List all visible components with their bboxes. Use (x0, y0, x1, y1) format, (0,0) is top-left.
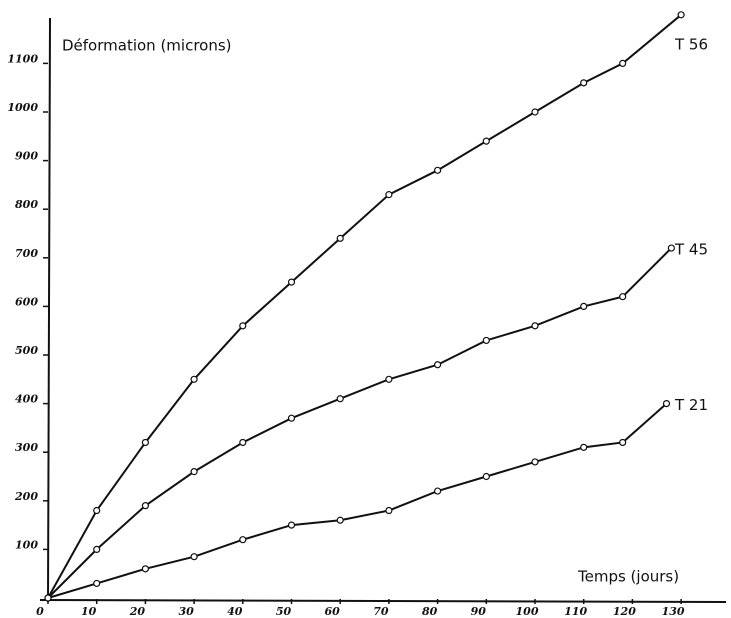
x-tick-label: 80 (422, 605, 438, 618)
series-line (47, 402, 668, 599)
series-line (47, 14, 682, 599)
data-point (44, 594, 52, 602)
y-tick-label: 500 (15, 344, 38, 357)
data-point (385, 506, 393, 515)
data-point (141, 565, 149, 573)
data-point (667, 244, 675, 252)
y-axis-label: Déformation (microns) (62, 37, 232, 55)
data-point (287, 278, 296, 286)
data-point (482, 336, 490, 345)
x-tick-label: 10 (81, 605, 97, 618)
x-tick-label: 130 (662, 605, 685, 618)
x-tick-label: 70 (373, 605, 389, 618)
y-tick-label: 600 (15, 295, 38, 308)
y-tick-label: 400 (15, 393, 38, 406)
data-point (580, 302, 588, 310)
y-tick-label: 1100 (7, 52, 38, 65)
data-point (336, 234, 344, 242)
y-tick-label: 700 (15, 247, 38, 260)
data-point (531, 108, 539, 116)
x-tick-label: 50 (276, 605, 292, 618)
data-point (93, 579, 101, 588)
data-point (385, 191, 393, 199)
series-label: T 56 (674, 36, 708, 54)
data-point (141, 438, 149, 447)
y-tick-label: 200 (14, 490, 38, 503)
data-point (287, 414, 296, 422)
data-point (580, 79, 588, 87)
x-tick-label: 110 (564, 605, 587, 618)
y-tick-label: 100 (15, 538, 38, 551)
data-point (239, 438, 247, 447)
data-point (93, 506, 101, 515)
series-label: T 21 (674, 396, 708, 414)
y-tick-label: 300 (15, 441, 38, 454)
data-point (190, 375, 198, 383)
data-point (190, 468, 198, 476)
x-tick-label: 0 (36, 605, 44, 618)
data-point (434, 487, 442, 495)
data-point (93, 545, 101, 554)
data-point (482, 472, 490, 481)
data-point (385, 375, 393, 383)
data-point (531, 458, 539, 466)
x-tick-label: 30 (178, 605, 194, 618)
data-point (434, 166, 442, 174)
x-tick-label: 20 (129, 605, 146, 618)
x-tick-label: 120 (613, 605, 636, 618)
data-point (662, 400, 671, 408)
data-point (619, 293, 627, 301)
x-tick-label: 60 (325, 605, 341, 618)
y-axis (47, 17, 51, 603)
data-point (619, 59, 627, 68)
y-tick-label: 1000 (7, 101, 38, 114)
data-point (619, 438, 627, 447)
data-point (336, 516, 344, 524)
data-point (482, 137, 490, 145)
x-tick-label: 100 (516, 605, 539, 618)
data-point (287, 521, 296, 529)
x-axis-label: Temps (jours) (577, 568, 679, 586)
data-point (531, 322, 539, 330)
x-axis (39, 599, 727, 603)
data-point (239, 322, 247, 330)
data-point (434, 361, 442, 369)
data-point (239, 536, 247, 544)
y-tick-label: 900 (15, 150, 38, 163)
series-line (47, 247, 673, 599)
y-tick-label: 800 (15, 198, 38, 211)
data-point (141, 502, 149, 510)
data-point (336, 395, 344, 403)
series-label: T 45 (674, 241, 708, 259)
data-point (677, 11, 685, 19)
x-tick-label: 40 (227, 605, 243, 618)
data-point (580, 443, 588, 451)
data-point (190, 553, 198, 561)
x-tick-label: 90 (471, 605, 487, 618)
